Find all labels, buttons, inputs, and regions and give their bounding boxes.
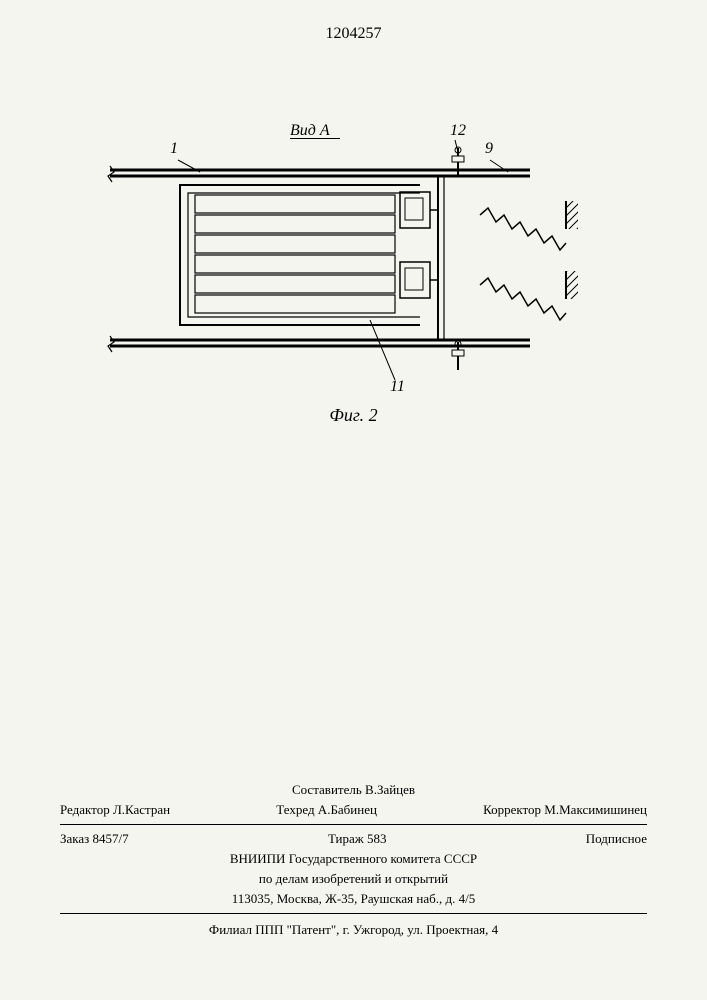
footer-org1: ВНИИПИ Государственного комитета СССР xyxy=(60,849,647,869)
footer-corrector: Корректор М.Максимишинец xyxy=(483,802,647,818)
divider xyxy=(60,824,647,825)
divider xyxy=(60,913,647,914)
footer-credits-row: Редактор Л.Кастран Техред А.Бабинец Корр… xyxy=(60,800,647,820)
patent-number: 1204257 xyxy=(0,25,707,43)
footer-compiler: Составитель В.Зайцев xyxy=(60,780,647,800)
callout-11: 11 xyxy=(390,378,405,396)
footer-org2: по делам изобретений и открытий xyxy=(60,869,647,889)
footer-techred: Техред А.Бабинец xyxy=(276,802,377,818)
figure-caption: Фиг. 2 xyxy=(0,405,707,426)
footer-order-row: Заказ 8457/7 Тираж 583 Подписное xyxy=(60,829,647,849)
footer-branch: Филиал ППП "Патент", г. Ужгород, ул. Про… xyxy=(60,920,647,940)
footer-editor: Редактор Л.Кастран xyxy=(60,802,170,818)
callout-9: 9 xyxy=(485,140,493,158)
diagram: Вид А 1 9 12 11 xyxy=(100,130,600,400)
footer-address: 113035, Москва, Ж-35, Раушская наб., д. … xyxy=(60,889,647,909)
callout-12: 12 xyxy=(450,122,466,140)
footer: Составитель В.Зайцев Редактор Л.Кастран … xyxy=(60,780,647,940)
footer-order: Заказ 8457/7 xyxy=(60,831,129,847)
footer-podpisnoe: Подписное xyxy=(586,831,647,847)
page: 1204257 Вид А 1 9 12 11 Фиг. 2 Составите… xyxy=(0,0,707,1000)
view-label-text: Вид А xyxy=(290,122,330,139)
callout-1: 1 xyxy=(170,140,178,158)
footer-tirazh: Тираж 583 xyxy=(328,831,387,847)
view-label: Вид А xyxy=(290,122,340,139)
